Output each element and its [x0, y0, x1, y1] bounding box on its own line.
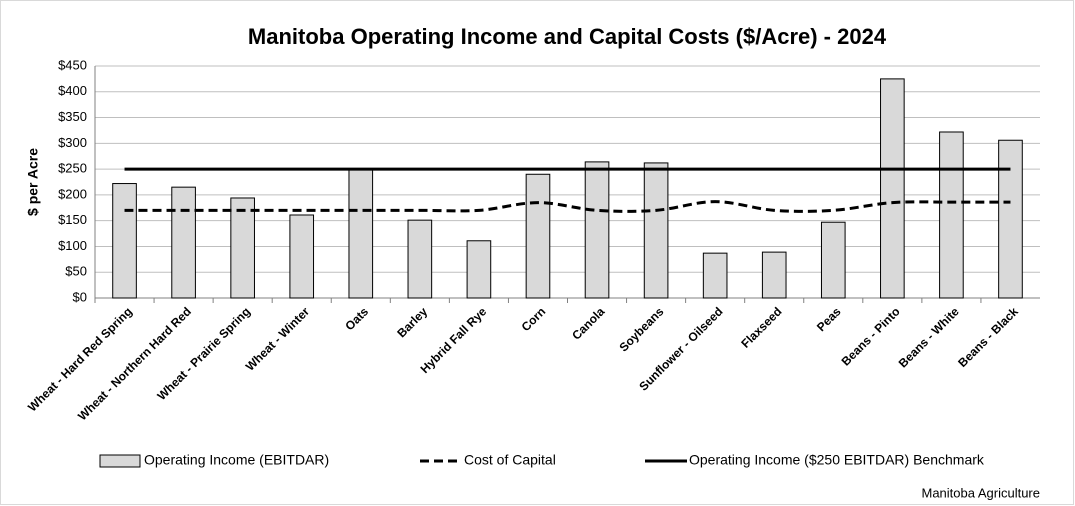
source-note: Manitoba Agriculture [921, 485, 1040, 500]
bar [171, 186, 196, 299]
bar [348, 168, 374, 299]
y-tick-label: $50 [65, 264, 87, 279]
y-tick-label: $250 [58, 161, 87, 176]
bar [289, 214, 315, 299]
y-tick-label: $450 [58, 57, 87, 72]
bar [584, 161, 610, 299]
y-tick-label: $150 [58, 212, 87, 227]
bar [230, 197, 255, 299]
legend-swatch [99, 454, 141, 468]
y-tick-label: $200 [58, 186, 87, 201]
y-tick-label: $100 [58, 238, 87, 253]
bar [466, 240, 492, 299]
bar [702, 252, 728, 299]
bar [820, 221, 846, 299]
legend-label: Operating Income ($250 EBITDAR) Benchmar… [689, 452, 985, 468]
bar [998, 139, 1023, 299]
line [124, 200, 1011, 213]
legend-label: Cost of Capital [464, 452, 556, 468]
bar [112, 183, 137, 299]
y-axis-label: $ per Acre [25, 148, 41, 216]
bar [761, 251, 787, 299]
y-tick-label: $300 [58, 135, 87, 150]
bar [939, 131, 964, 299]
bar [525, 173, 551, 299]
y-tick-label: $0 [73, 289, 87, 304]
bar [643, 162, 669, 299]
chart-title: Manitoba Operating Income and Capital Co… [248, 24, 887, 49]
y-tick-label: $400 [58, 83, 87, 98]
legend-label: Operating Income (EBITDAR) [144, 452, 329, 468]
bar [880, 78, 905, 299]
y-tick-label: $350 [58, 109, 87, 124]
bar [407, 219, 433, 299]
